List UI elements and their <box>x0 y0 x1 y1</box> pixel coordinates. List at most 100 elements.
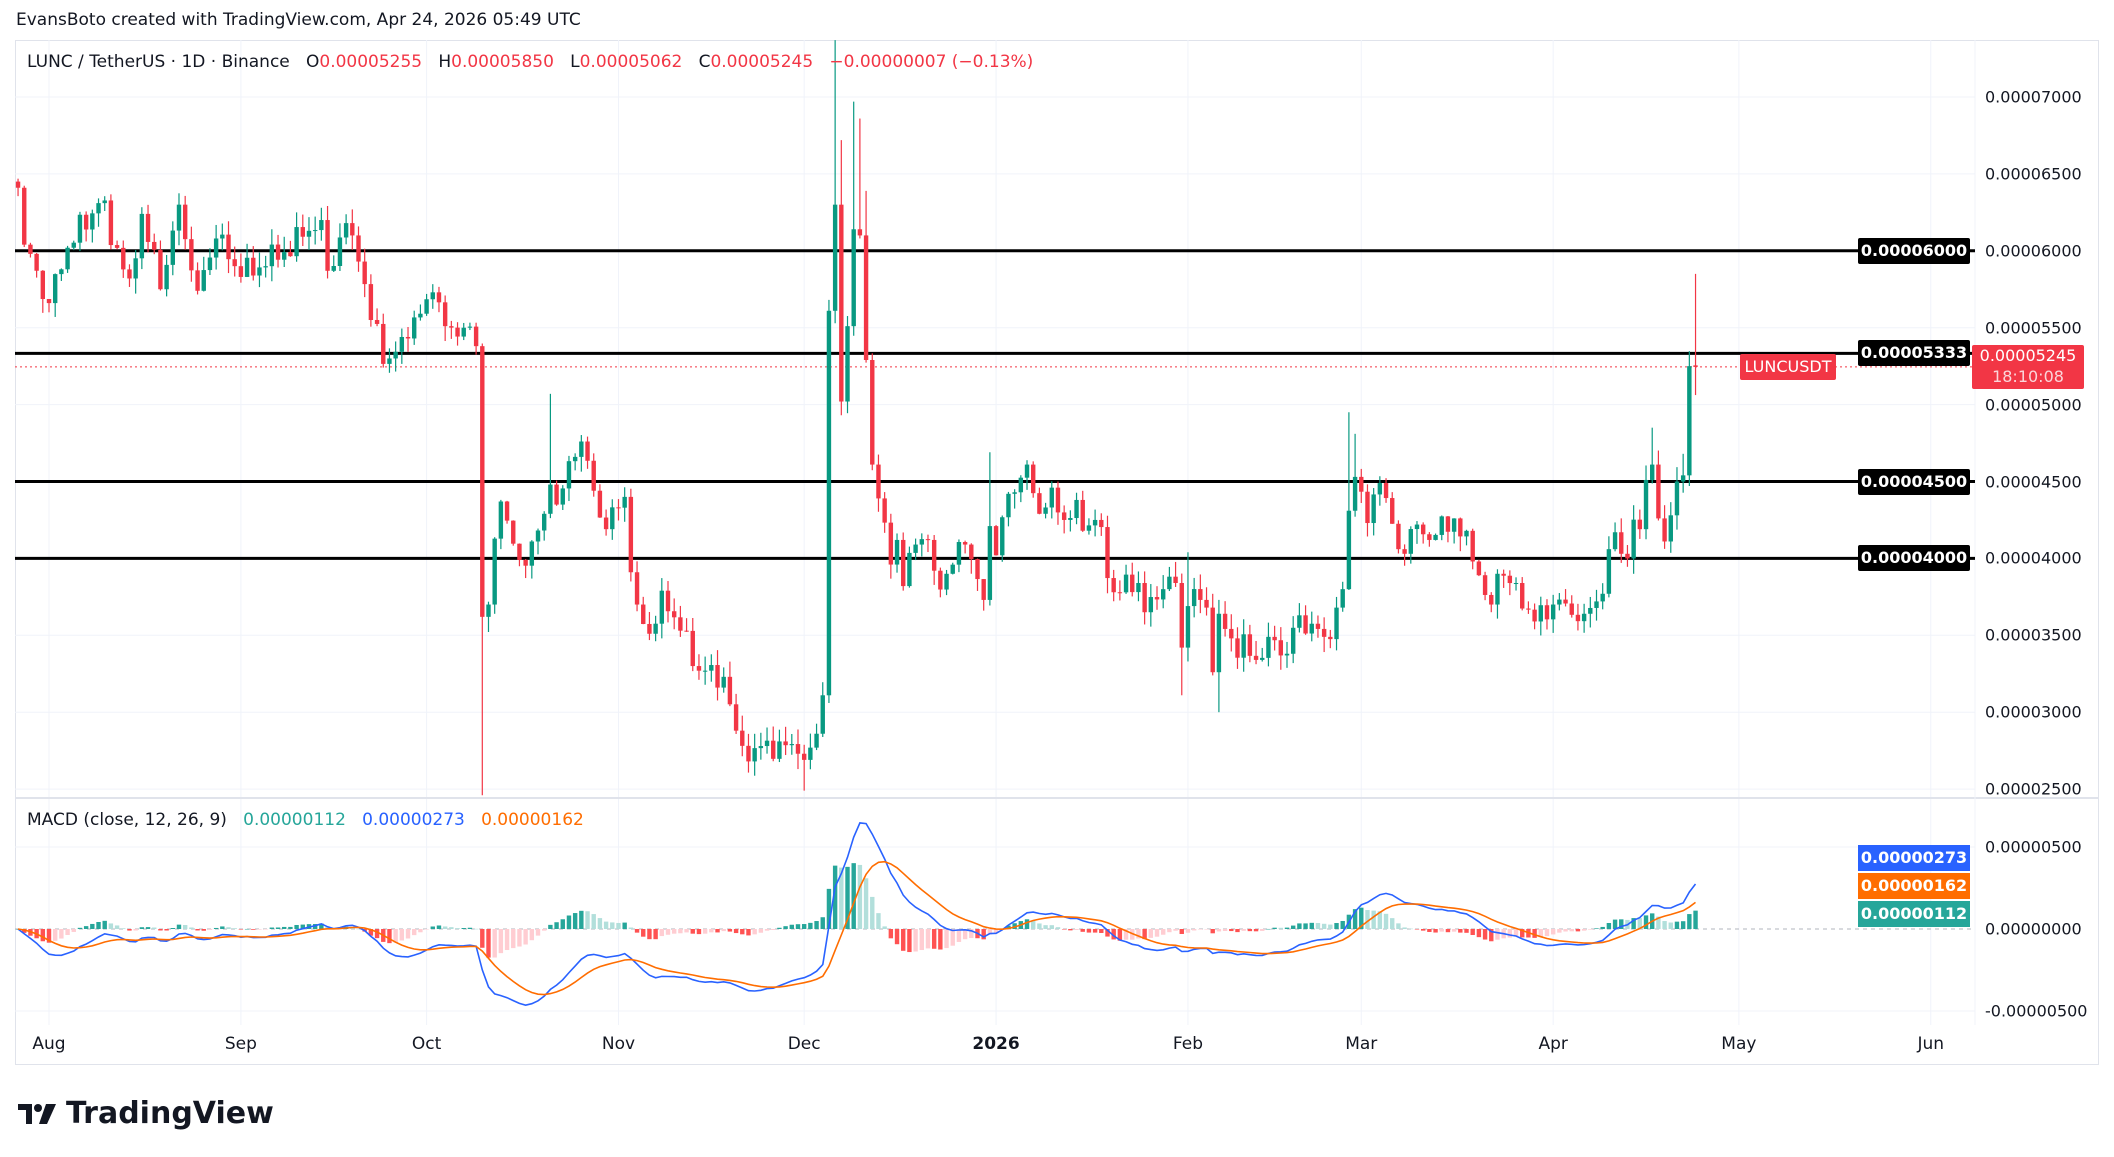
macd-histogram-bar <box>1674 921 1680 929</box>
candle-body <box>114 245 120 248</box>
candle-body <box>919 539 924 545</box>
candle <box>727 661 733 707</box>
candle <box>467 322 473 331</box>
candle <box>647 612 652 641</box>
macd-histogram-bar <box>455 928 460 929</box>
macd-histogram-bar <box>894 929 900 945</box>
macd-histogram-bar <box>108 923 114 929</box>
tradingview-logo[interactable]: TradingView <box>18 1096 274 1131</box>
candle-body <box>294 227 299 257</box>
candle <box>257 252 262 288</box>
macd-histogram-bar <box>52 929 58 941</box>
macd-histogram-bar <box>201 929 206 931</box>
candle <box>368 274 374 327</box>
candle <box>387 348 392 373</box>
candle <box>1458 517 1463 552</box>
candle <box>610 499 615 540</box>
candle-body <box>102 200 107 204</box>
candle-body <box>665 590 671 612</box>
bar-countdown: 18:10:08 <box>1992 366 2064 386</box>
candle-body <box>894 539 900 565</box>
candle <box>839 140 844 416</box>
candle-body <box>752 748 757 762</box>
candle <box>1210 593 1215 676</box>
macd-histogram-bar <box>876 913 881 929</box>
candle-body <box>1018 477 1024 493</box>
candle-body <box>554 484 559 505</box>
candle <box>1687 351 1692 487</box>
macd-histogram-bar <box>1142 929 1147 940</box>
candle <box>59 268 64 281</box>
macd-histogram-bar <box>356 928 361 930</box>
candle-body <box>306 230 312 237</box>
candle-body <box>1222 613 1228 629</box>
candle-body <box>579 441 584 457</box>
chart-credit: EvansBoto created with TradingView.com, … <box>16 10 581 30</box>
macd-histogram-bar <box>449 927 454 929</box>
candle-body <box>610 507 615 530</box>
candle <box>1414 521 1420 544</box>
macd-histogram-bar <box>77 927 83 929</box>
candle-body <box>52 274 58 304</box>
time-tick-label: Jun <box>1917 1034 1945 1054</box>
candle-body <box>368 284 374 321</box>
macd-histogram-bar <box>1061 929 1067 930</box>
macd-histogram-bar <box>845 866 850 929</box>
macd-histogram-bar <box>715 929 720 933</box>
macd-histogram-bar <box>801 924 807 929</box>
macd-histogram-bar <box>647 929 652 940</box>
candle-body <box>647 623 652 634</box>
candle <box>1606 536 1612 598</box>
candle <box>696 654 702 680</box>
macd-histogram-bar <box>1297 923 1302 929</box>
candle <box>1402 544 1407 566</box>
open-label: O <box>305 52 320 72</box>
macd-histogram-bar <box>399 929 405 941</box>
candle-body <box>251 257 256 276</box>
candle <box>969 543 974 574</box>
candle <box>480 343 485 796</box>
candle-body <box>461 327 466 337</box>
candle <box>597 484 603 518</box>
candle <box>1086 518 1092 535</box>
candle-body <box>727 676 733 705</box>
macd-histogram-bar <box>1427 929 1432 932</box>
macd-histogram-bar <box>746 929 751 936</box>
candle <box>801 744 807 791</box>
candle-body <box>1117 592 1123 594</box>
candle <box>300 214 305 247</box>
macd-histogram-bar <box>665 929 671 935</box>
candle-body <box>535 530 541 542</box>
candle <box>659 578 665 639</box>
macd-histogram-bar <box>114 925 120 929</box>
candle-body <box>1476 561 1482 576</box>
candle-body <box>1513 583 1519 585</box>
candle-body <box>492 538 497 605</box>
candle-body <box>1569 603 1574 615</box>
candle <box>616 499 621 521</box>
macd-histogram-bar <box>752 929 757 935</box>
candle-body <box>244 257 250 277</box>
macd-histogram-bar <box>1637 918 1643 929</box>
candle-body <box>381 323 386 364</box>
candle <box>1674 467 1680 530</box>
candle-body <box>1637 519 1643 530</box>
candle <box>1061 505 1067 534</box>
candle <box>77 211 83 252</box>
candle <box>1303 605 1308 635</box>
macd-histogram-bar <box>46 929 52 943</box>
candle-body <box>1198 589 1203 600</box>
macd-histogram-bar <box>542 929 547 931</box>
candle <box>1049 481 1054 519</box>
candle-body <box>795 744 801 754</box>
candle-body <box>498 501 504 539</box>
symbol-info: LUNC / TetherUS · 1D · Binance <box>27 52 290 72</box>
candle <box>554 480 559 506</box>
candle-body <box>702 670 708 672</box>
macd-histogram-bar <box>1451 929 1457 932</box>
macd-histogram-bar <box>1513 929 1519 937</box>
candle <box>1309 611 1314 642</box>
candle-body <box>1043 507 1048 514</box>
candle-body <box>808 747 813 760</box>
